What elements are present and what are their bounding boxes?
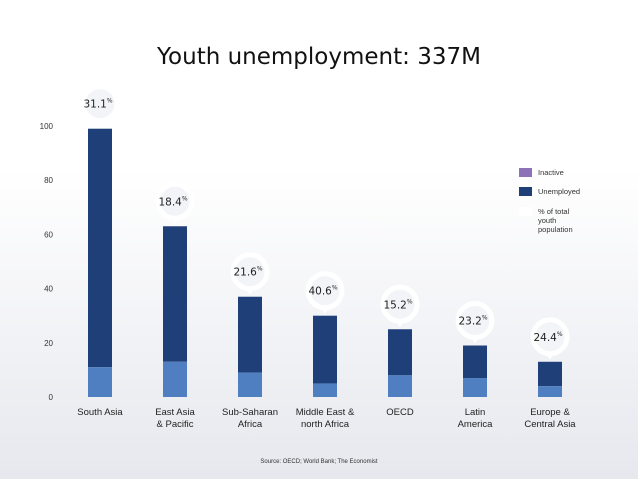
y-tick-label-1: 20 [44, 339, 53, 348]
legend-swatch-1 [519, 187, 532, 196]
category-label-0: South Asia [77, 407, 123, 418]
bubble-3 [305, 271, 345, 311]
bar-lower-3 [313, 383, 337, 397]
bubble-6 [530, 317, 570, 357]
y-tick-label-5: 100 [40, 122, 54, 131]
bar-upper-4 [388, 329, 412, 376]
source-note: Source: OECD; World Bank; The Economist [260, 459, 377, 465]
bar-lower-4 [388, 375, 412, 397]
bubble-label-5: 23.2% [458, 315, 487, 328]
legend-swatch-0 [519, 168, 532, 177]
bubble-5 [455, 301, 495, 341]
bar-upper-2 [238, 296, 262, 373]
bar-upper-1 [163, 226, 187, 362]
bar-lower-5 [463, 378, 487, 397]
bubble-0 [80, 84, 120, 124]
bubble-4 [380, 284, 420, 324]
y-tick-label-4: 80 [44, 176, 53, 185]
category-label-4: OECD [386, 407, 414, 418]
bar-lower-6 [538, 386, 562, 397]
bubble-label-6: 24.4% [533, 331, 562, 344]
category-label-6: Europe & Central Asia [524, 407, 576, 430]
bubble-label-1: 18.4% [158, 195, 187, 208]
bar-upper-0 [88, 128, 112, 368]
bar-upper-6 [538, 361, 562, 387]
bar-upper-3 [313, 315, 337, 384]
legend-swatch-2 [519, 207, 532, 216]
category-label-5: Latin America [458, 407, 494, 430]
chart-title: Youth unemployment: 337M [157, 44, 481, 70]
bubble-label-3: 40.6% [308, 285, 337, 298]
bubble-label-2: 21.6% [233, 266, 262, 279]
bar-lower-1 [163, 361, 187, 397]
bubble-label-0: 31.1% [83, 98, 112, 111]
bubble-1 [155, 181, 195, 221]
y-tick-label-2: 40 [44, 285, 53, 294]
legend-label-2: % of total youth population [538, 207, 573, 234]
bar-lower-2 [238, 372, 262, 397]
bubble-2 [230, 252, 270, 292]
legend-label-0: Inactive [538, 168, 564, 177]
bar-lower-0 [88, 367, 112, 397]
category-label-3: Middle East & north Africa [296, 407, 355, 430]
y-tick-label-0: 0 [49, 393, 54, 402]
bar-upper-5 [463, 345, 487, 379]
category-label-2: Sub-Saharan Africa [222, 407, 278, 430]
y-tick-label-3: 60 [44, 230, 53, 239]
category-label-1: East Asia & Pacific [155, 407, 195, 430]
bubble-label-4: 15.2% [383, 298, 412, 311]
legend-label-1: Unemployed [538, 187, 580, 196]
